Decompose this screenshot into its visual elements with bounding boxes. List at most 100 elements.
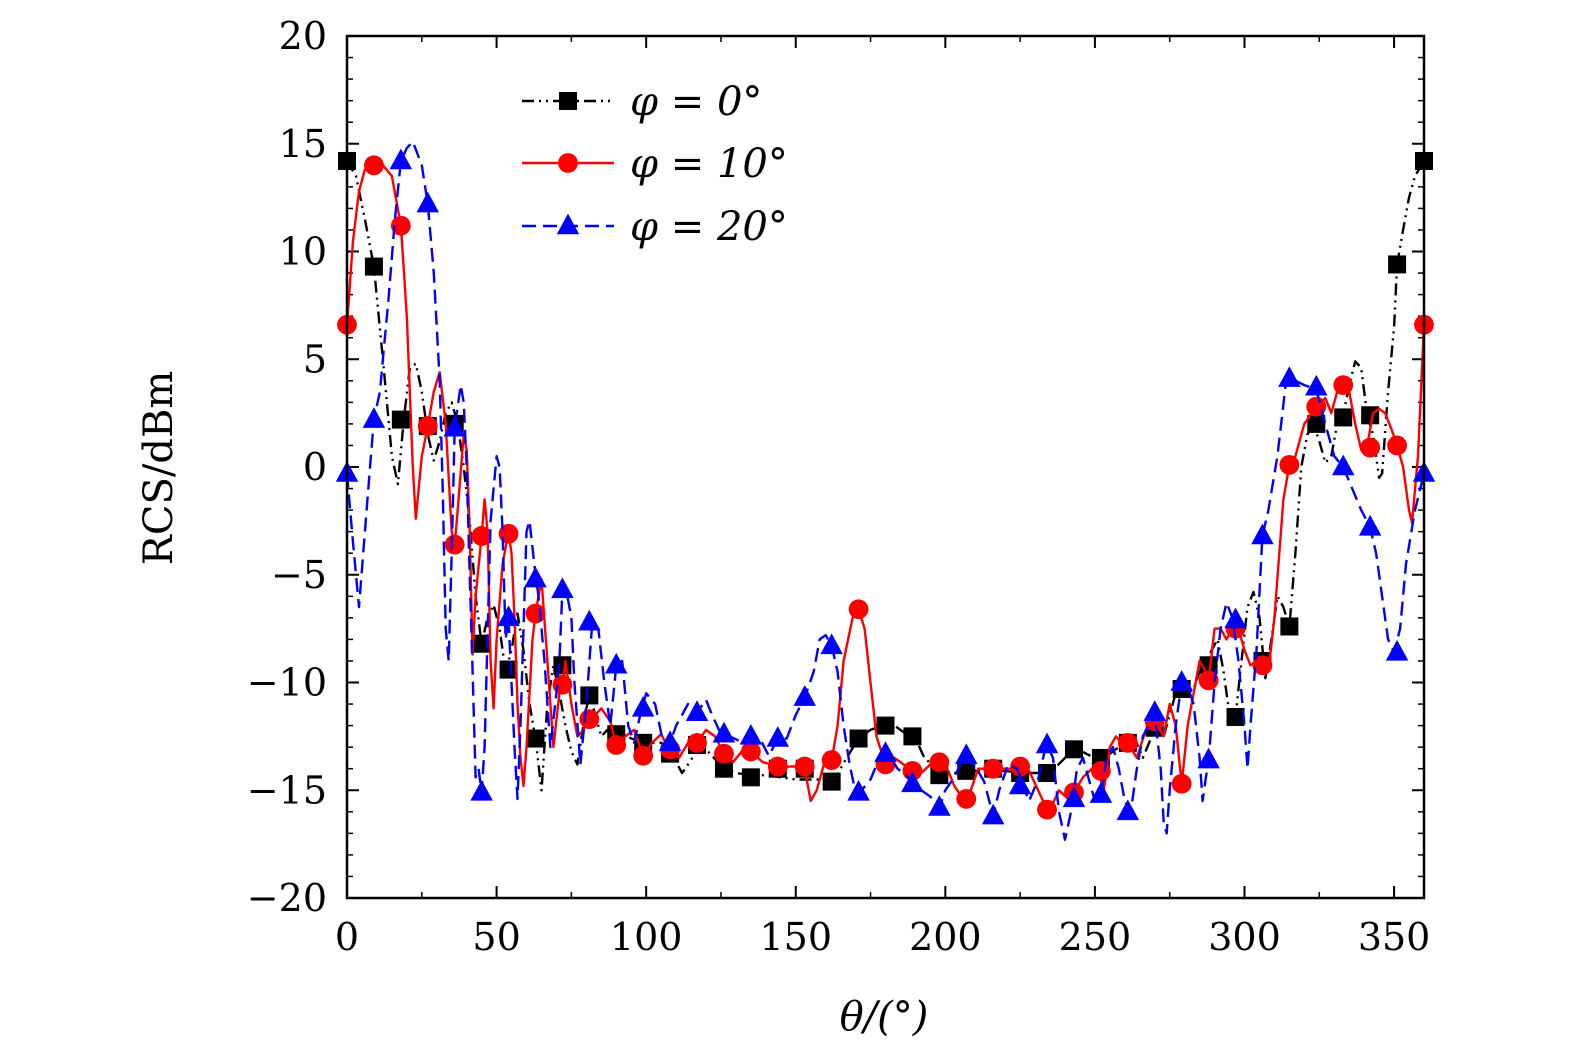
data-point-square bbox=[559, 92, 577, 110]
data-point-triangle bbox=[556, 213, 580, 235]
data-point-triangle bbox=[955, 743, 978, 765]
data-point-circle bbox=[471, 526, 492, 546]
data-point-triangle bbox=[1116, 799, 1140, 821]
data-point-triangle bbox=[766, 726, 790, 747]
data-point-square bbox=[1280, 617, 1299, 636]
data-point-triangle bbox=[1143, 700, 1166, 721]
series-layer bbox=[335, 140, 1436, 841]
data-point-triangle bbox=[981, 803, 1005, 825]
x-tick-label: 50 bbox=[472, 915, 520, 959]
data-point-triangle bbox=[1305, 374, 1328, 396]
data-point-circle bbox=[1252, 655, 1273, 676]
data-point-triangle bbox=[793, 685, 816, 706]
series-line bbox=[345, 160, 1426, 792]
data-point-triangle bbox=[389, 148, 413, 170]
y-tick-label: −20 bbox=[247, 876, 327, 920]
data-point-square bbox=[903, 727, 922, 746]
data-point-square bbox=[849, 729, 868, 748]
y-tick-label: 10 bbox=[279, 230, 327, 274]
data-point-triangle bbox=[1062, 786, 1086, 808]
series-1 bbox=[338, 151, 1433, 792]
y-tick-labels: −20 −15 −10 −5 0 5 10 15 20 bbox=[247, 14, 327, 920]
data-point-circle bbox=[956, 788, 977, 809]
data-point-circle bbox=[1198, 670, 1219, 691]
data-point-triangle bbox=[1331, 454, 1355, 476]
data-point-triangle bbox=[739, 723, 763, 745]
data-point-triangle bbox=[928, 795, 951, 816]
data-point-square bbox=[1361, 406, 1380, 425]
data-point-triangle bbox=[847, 779, 870, 801]
x-tick-label: 300 bbox=[1208, 915, 1281, 959]
data-point-triangle bbox=[631, 695, 655, 717]
data-point-square bbox=[1226, 707, 1245, 726]
data-point-circle bbox=[525, 603, 546, 624]
data-point-triangle bbox=[1197, 747, 1220, 769]
data-point-triangle bbox=[1385, 639, 1409, 661]
data-point-triangle bbox=[578, 609, 601, 631]
data-point-triangle bbox=[1170, 670, 1193, 691]
data-point-square bbox=[391, 410, 410, 429]
data-point-circle bbox=[848, 599, 869, 620]
data-point-triangle bbox=[1358, 514, 1382, 536]
x-tick-label: 350 bbox=[1358, 915, 1431, 959]
data-point-square bbox=[472, 634, 491, 653]
legend-label: φ = 10° bbox=[630, 141, 788, 187]
data-point-circle bbox=[1333, 375, 1354, 396]
data-point-circle bbox=[558, 153, 578, 173]
data-point-square bbox=[1038, 764, 1057, 783]
data-point-square bbox=[957, 761, 976, 780]
data-point-square bbox=[1064, 740, 1083, 759]
legend-label: φ = 20° bbox=[630, 204, 788, 250]
data-point-circle bbox=[821, 750, 842, 770]
data-point-circle bbox=[794, 756, 815, 777]
data-point-circle bbox=[983, 758, 1004, 779]
y-tick-label: −10 bbox=[247, 661, 327, 705]
data-point-square bbox=[714, 759, 733, 778]
data-point-circle bbox=[1010, 756, 1031, 777]
data-point-circle bbox=[1091, 760, 1111, 781]
data-point-circle bbox=[444, 534, 465, 555]
data-point-square bbox=[1307, 414, 1326, 433]
data-point-square bbox=[1388, 255, 1407, 274]
series-3 bbox=[335, 140, 1436, 841]
data-point-triangle bbox=[820, 633, 843, 655]
data-point-circle bbox=[687, 732, 707, 753]
data-point-circle bbox=[929, 752, 950, 773]
data-point-triangle bbox=[362, 407, 386, 428]
y-tick-label: 20 bbox=[279, 14, 327, 58]
data-point-triangle bbox=[605, 652, 628, 674]
y-tick-label: −5 bbox=[271, 553, 327, 597]
x-tick-label: 200 bbox=[909, 915, 982, 959]
x-tick-labels: 0 50 100 150 200 250 300 350 bbox=[335, 915, 1430, 959]
data-point-circle bbox=[633, 745, 654, 766]
data-point-triangle bbox=[416, 191, 440, 213]
x-tick-label: 150 bbox=[759, 915, 832, 959]
data-point-triangle bbox=[470, 779, 493, 801]
data-point-circle bbox=[740, 741, 761, 762]
x-tick-label: 100 bbox=[610, 915, 683, 959]
data-point-triangle bbox=[1008, 773, 1032, 795]
y-tick-label: −15 bbox=[247, 768, 327, 812]
data-point-circle bbox=[364, 155, 384, 176]
data-point-triangle bbox=[685, 700, 709, 721]
data-point-triangle bbox=[443, 415, 466, 437]
data-point-square bbox=[526, 729, 545, 748]
data-point-square bbox=[741, 768, 760, 787]
data-point-triangle bbox=[658, 730, 682, 752]
data-point-triangle bbox=[1035, 732, 1059, 754]
data-point-triangle bbox=[497, 605, 520, 627]
data-point-circle bbox=[390, 215, 411, 236]
plot-frame bbox=[345, 34, 1426, 900]
data-point-circle bbox=[1171, 773, 1192, 794]
data-point-triangle bbox=[901, 771, 924, 793]
data-point-circle bbox=[767, 756, 788, 777]
data-point-circle bbox=[1279, 454, 1300, 475]
data-point-triangle bbox=[1278, 366, 1301, 387]
data-point-circle bbox=[1360, 437, 1381, 458]
data-point-square bbox=[364, 257, 383, 276]
data-point-triangle bbox=[524, 566, 547, 588]
data-point-circle bbox=[579, 709, 600, 730]
y-tick-label: 0 bbox=[303, 445, 327, 489]
data-point-square bbox=[553, 656, 572, 675]
